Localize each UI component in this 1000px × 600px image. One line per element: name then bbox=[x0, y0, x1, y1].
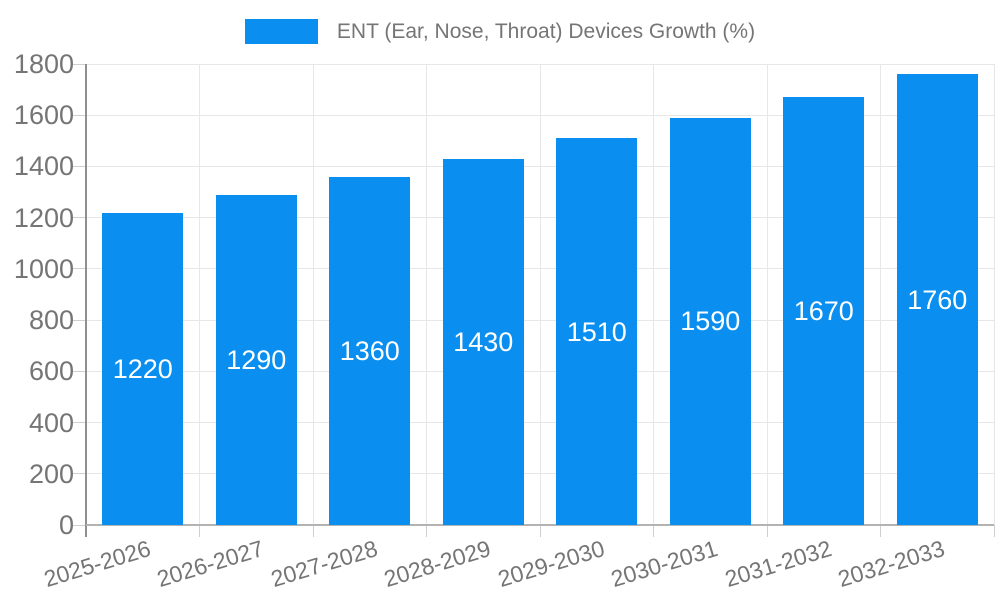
gridline-vertical bbox=[312, 64, 314, 525]
bar-2025-2026[interactable]: 1220 bbox=[102, 212, 184, 525]
y-axis-tick bbox=[73, 268, 86, 270]
bar-2032-2033[interactable]: 1760 bbox=[896, 74, 978, 525]
bar-2027-2028[interactable]: 1360 bbox=[329, 176, 411, 525]
y-axis-tick bbox=[73, 370, 86, 372]
y-tick-label: 0 bbox=[58, 510, 74, 540]
bar-2030-2031[interactable]: 1590 bbox=[669, 117, 751, 525]
x-axis-tick bbox=[993, 525, 995, 537]
x-axis-tick bbox=[539, 525, 541, 537]
x-axis-tick bbox=[312, 525, 314, 537]
y-axis-tick bbox=[73, 473, 86, 475]
bar-value-label: 1590 bbox=[680, 306, 741, 337]
bar-2029-2030[interactable]: 1510 bbox=[556, 138, 638, 525]
bar-2028-2029[interactable]: 1430 bbox=[442, 158, 524, 525]
bar-2026-2027[interactable]: 1290 bbox=[215, 194, 297, 525]
bar-value-label: 1360 bbox=[339, 335, 400, 366]
bar-value-label: 1220 bbox=[112, 353, 173, 384]
x-axis-tick bbox=[426, 525, 427, 537]
gridline-vertical bbox=[539, 64, 541, 525]
y-tick-label: 1600 bbox=[13, 100, 74, 131]
x-axis-tick bbox=[880, 525, 881, 537]
y-axis-tick bbox=[73, 319, 86, 321]
gridline-vertical bbox=[199, 64, 200, 525]
y-axis-tick bbox=[73, 422, 86, 424]
bar-value-label: 1760 bbox=[907, 284, 968, 315]
y-axis-tick bbox=[73, 114, 86, 116]
y-tick-label: 1400 bbox=[13, 151, 74, 182]
gridline-vertical bbox=[426, 64, 427, 525]
x-axis-tick bbox=[766, 525, 768, 537]
y-tick-label: 1200 bbox=[13, 202, 74, 233]
y-axis-line bbox=[85, 64, 87, 537]
y-axis-tick bbox=[73, 165, 86, 167]
gridline-vertical bbox=[880, 64, 881, 525]
y-tick-label: 400 bbox=[28, 407, 74, 438]
y-axis-tick bbox=[73, 63, 86, 65]
x-axis-tick bbox=[199, 525, 200, 537]
gridline-vertical bbox=[766, 64, 768, 525]
gridline-vertical bbox=[993, 64, 995, 525]
chart-legend[interactable]: ENT (Ear, Nose, Throat) Devices Growth (… bbox=[0, 19, 1000, 44]
y-tick-label: 600 bbox=[28, 356, 74, 387]
legend-label: ENT (Ear, Nose, Throat) Devices Growth (… bbox=[336, 19, 756, 43]
y-axis-tick bbox=[73, 524, 86, 526]
bar-2031-2032[interactable]: 1670 bbox=[783, 97, 865, 525]
bar-value-label: 1430 bbox=[453, 326, 514, 357]
y-tick-label: 800 bbox=[28, 305, 74, 336]
x-axis-line bbox=[86, 524, 994, 526]
gridline-vertical bbox=[653, 64, 654, 525]
y-tick-label: 1800 bbox=[13, 49, 74, 79]
bar-value-label: 1290 bbox=[226, 344, 287, 375]
plot-area: 1220 1290 1360 1430 1510 1590 1670 1760 bbox=[73, 63, 995, 537]
y-tick-label: 1000 bbox=[13, 253, 74, 284]
y-axis-tick bbox=[73, 217, 86, 219]
bar-value-label: 1670 bbox=[793, 296, 854, 327]
legend-swatch bbox=[244, 19, 318, 44]
bar-value-label: 1510 bbox=[566, 316, 627, 347]
y-tick-label: 200 bbox=[28, 458, 74, 489]
x-axis-tick bbox=[653, 525, 654, 537]
